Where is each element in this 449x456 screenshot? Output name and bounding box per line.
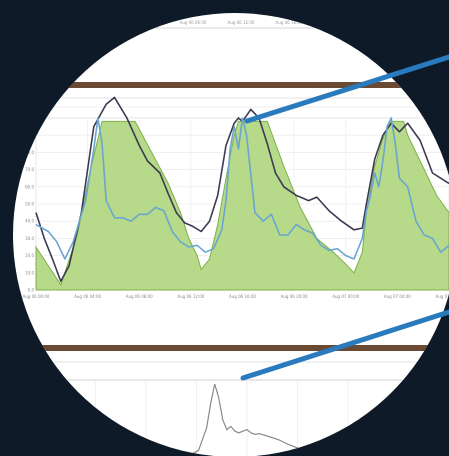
separator-band-lower — [30, 345, 449, 351]
main-x-tick-label: Aug 07 00:00 — [332, 294, 359, 299]
main-y-tick-label: 40.0 — [25, 219, 34, 224]
main-y-tick-label: 30.0 — [25, 236, 34, 241]
callout-pointer-upper — [244, 54, 449, 124]
top-axis-tick-label: Aug 06 06:00 — [180, 20, 207, 25]
top-axis-tick-label: Aug 06 12:00 — [228, 20, 255, 25]
separator-band-upper — [30, 82, 449, 88]
main-x-tick-label: Aug 06 12:00 — [177, 294, 204, 299]
main-x-tick-label: Aug 06 08:00 — [126, 294, 153, 299]
main-x-tick-label: Aug 06 16:00 — [229, 294, 256, 299]
main-chart-panel: 100.090.080.070.060.050.040.030.020.010.… — [23, 96, 449, 299]
area-series — [35, 120, 449, 291]
main-y-tick-label: 50.0 — [25, 202, 34, 207]
main-x-tick-label: Aug 06 04:00 — [74, 294, 101, 299]
main-y-tick-label: 60.0 — [25, 184, 34, 189]
main-x-tick-label: Aug 07 04:00 — [384, 294, 411, 299]
main-x-tick-labels: Aug 06 00:00 Aug 06 04:00 Aug 06 08:00 Aug … — [23, 294, 449, 299]
top-axis-tick-label: Aug 06 18:00 — [276, 20, 303, 25]
main-y-tick-label: 0.0 — [28, 288, 35, 293]
callout-pointer-lower — [240, 309, 449, 381]
main-y-tick-label: 80.0 — [25, 150, 34, 155]
main-y-tick-label: 70.0 — [25, 167, 34, 172]
light-line-series — [35, 117, 449, 260]
main-x-tick-label: Aug 06 20:00 — [281, 294, 308, 299]
main-y-tick-label: 20.0 — [25, 253, 34, 258]
main-y-tick-label: 10.0 — [25, 270, 34, 275]
main-x-tick-label: Aug 07 08:00 — [436, 294, 449, 299]
dark-line-series — [35, 96, 449, 283]
main-x-tick-label: Aug 06 00:00 — [23, 294, 50, 299]
